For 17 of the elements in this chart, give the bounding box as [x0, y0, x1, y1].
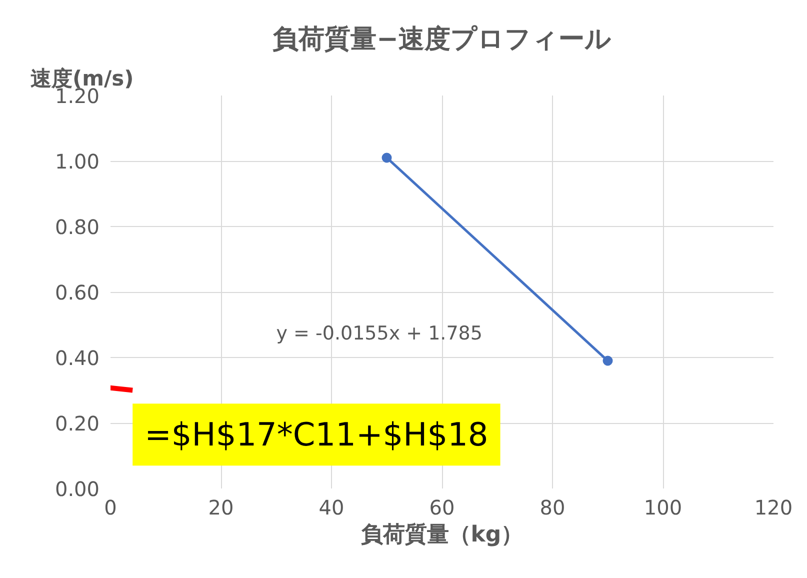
y-tick-label: 0.20 [54, 412, 100, 436]
x-tick-label: 20 [208, 496, 234, 520]
y-tick-label: 0.40 [54, 346, 100, 370]
y-tick-label: 0.00 [54, 477, 100, 501]
y-tick-label: 0.60 [54, 280, 100, 304]
x-axis-title: 負荷質量（kg） [360, 522, 524, 548]
x-tick-label: 0 [104, 496, 117, 520]
x-tick-label: 80 [540, 496, 566, 520]
y-tick-label: 1.00 [54, 150, 100, 174]
x-tick-label: 120 [754, 496, 793, 520]
annotation: =$H$17*C11+$H$18 [144, 416, 488, 454]
y-tick-label: 0.80 [54, 215, 100, 239]
chart-title: 負荷質量−速度プロフィール [272, 24, 612, 54]
x-tick-label: 100 [644, 496, 682, 520]
x-tick-label: 60 [429, 496, 455, 520]
annotation: y = -0.0155x + 1.785 [276, 322, 482, 344]
x-tick-label: 40 [318, 496, 344, 520]
